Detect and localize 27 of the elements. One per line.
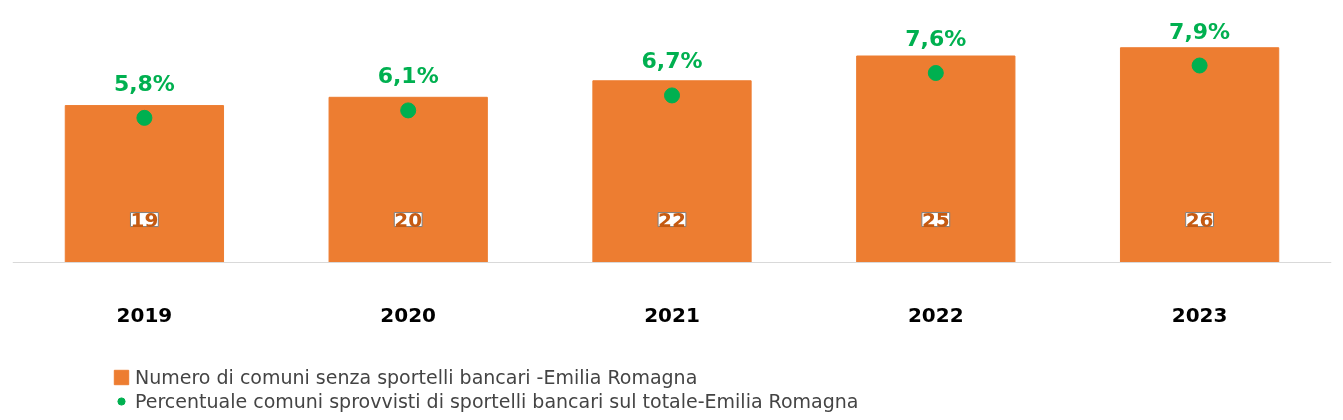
x-tick-label: 2019: [116, 302, 173, 327]
bar: [328, 96, 488, 263]
bar: [592, 80, 752, 263]
data-label: 19: [130, 207, 159, 232]
data-label: 7,6%: [905, 25, 967, 51]
point: [136, 109, 153, 126]
x-tick-label: 2021: [644, 302, 700, 327]
legend-label: Percentuale comuni sprovvisti di sportelli bancari sul totale-Emilia Romagna: [135, 390, 859, 412]
bar: [856, 55, 1016, 263]
x-tick-label: 2023: [1171, 302, 1228, 327]
data-label: 5,8%: [113, 70, 175, 96]
point: [927, 65, 944, 81]
data-label: 26: [1185, 207, 1214, 232]
legend-label: Numero di comuni senza sportelli bancari -Emilia Romagna: [135, 366, 698, 388]
x-tick-label: 2020: [380, 302, 437, 327]
point: [400, 102, 417, 119]
data-label: 22: [658, 207, 686, 232]
bar: [64, 105, 225, 263]
data-label: 6,1%: [377, 63, 439, 89]
point: [664, 87, 680, 104]
point: [1191, 57, 1208, 74]
data-label: 20: [394, 207, 423, 232]
x-tick-label: 2022: [907, 302, 964, 327]
data-label: 6,7%: [641, 48, 703, 74]
data-label: 25: [921, 207, 950, 232]
data-label: 7,9%: [1169, 18, 1231, 44]
bar: [1119, 47, 1280, 263]
